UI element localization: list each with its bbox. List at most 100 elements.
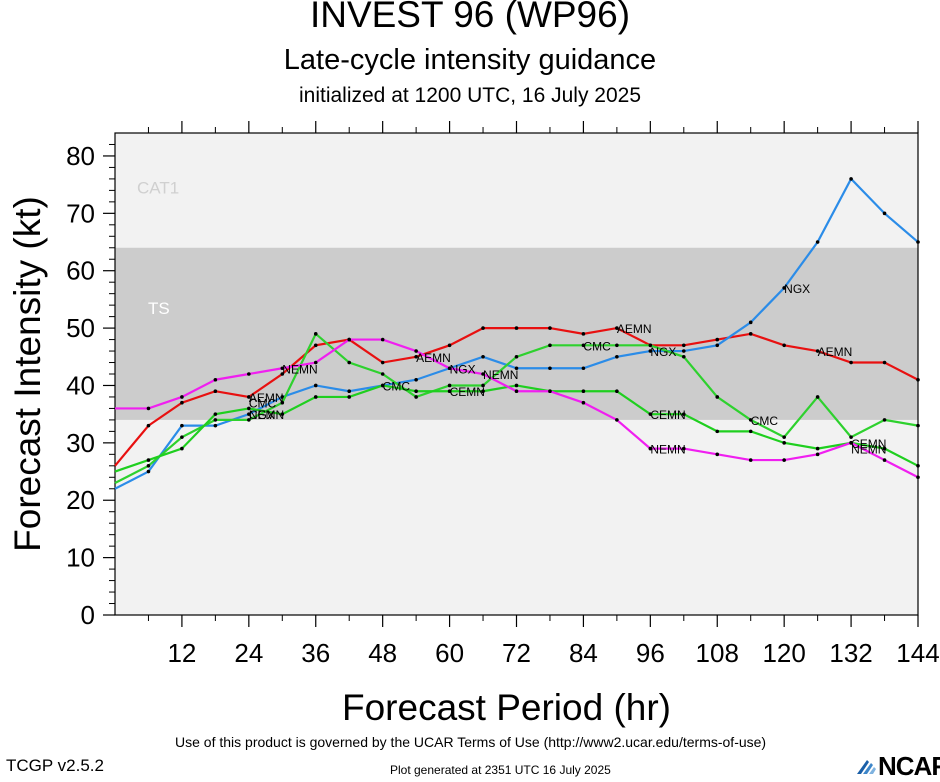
series-point-nemn xyxy=(514,389,519,394)
y-tick-label: 20 xyxy=(66,485,95,515)
series-point-cmc xyxy=(782,435,786,439)
series-point-cemn xyxy=(916,464,920,468)
series-label-ngx: NGX xyxy=(450,362,476,376)
y-tick-label: 70 xyxy=(66,198,95,228)
y-tick-label: 40 xyxy=(66,370,95,400)
series-point-cemn xyxy=(146,458,151,462)
series-point-cemn xyxy=(313,395,318,399)
series-point-nemn xyxy=(313,360,318,365)
series-point-nemn xyxy=(815,452,820,457)
series-point-cemn xyxy=(782,441,786,445)
series-point-nemn xyxy=(180,395,184,399)
series-label-cemn: CEMN xyxy=(450,385,485,399)
series-label-cemn: CEMN xyxy=(650,408,685,422)
series-point-ngx xyxy=(213,423,218,428)
series-point-nemn xyxy=(581,400,586,405)
series-point-cemn xyxy=(347,395,352,399)
x-tick-label: 132 xyxy=(829,638,872,668)
series-point-ngx xyxy=(280,395,285,399)
series-point-nemn xyxy=(648,446,653,451)
version-label: TCGP v2.5.2 xyxy=(6,756,104,775)
series-point-nemn xyxy=(280,366,285,371)
x-tick-label: 84 xyxy=(569,638,598,668)
series-point-aemn xyxy=(280,372,285,376)
series-point-cemn xyxy=(213,412,218,416)
series-point-ngx xyxy=(347,389,352,394)
series-point-ngx xyxy=(681,349,686,353)
x-tick-label: 72 xyxy=(502,638,531,668)
series-point-cmc xyxy=(681,354,686,359)
series-point-aemn xyxy=(715,337,720,342)
series-label-cmc: CMC xyxy=(249,397,277,411)
series-point-cemn xyxy=(514,383,519,388)
series-point-cemn xyxy=(815,446,820,451)
series-point-aemn xyxy=(882,360,887,365)
series-point-cmc xyxy=(615,343,619,348)
series-point-nemn xyxy=(916,475,920,480)
x-axis-title: Forecast Period (hr) xyxy=(342,687,671,728)
x-tick-label: 36 xyxy=(301,638,330,668)
ncar-logo-mark-icon xyxy=(857,760,876,774)
series-point-ngx xyxy=(715,343,720,348)
y-axis-title: Forecast Intensity (kt) xyxy=(7,196,48,552)
series-point-cmc xyxy=(581,343,586,348)
series-label-ngx: NGX xyxy=(249,408,275,422)
x-tick-label: 48 xyxy=(368,638,397,668)
series-point-nemn xyxy=(782,458,786,462)
series-point-ngx xyxy=(849,177,853,181)
x-tick-label: 96 xyxy=(636,638,665,668)
series-point-cmc xyxy=(180,435,184,439)
cat1-band-label: CAT1 xyxy=(137,178,179,197)
series-point-cmc xyxy=(247,418,251,422)
series-point-aemn xyxy=(380,360,385,365)
series-point-cemn xyxy=(447,389,452,394)
chart-title: INVEST 96 (WP96) xyxy=(309,0,631,35)
series-point-cemn xyxy=(247,406,251,411)
series-point-cemn xyxy=(715,429,720,434)
chart-subtitle: Late-cycle intensity guidance xyxy=(283,44,657,76)
series-label-nemn: NEMN xyxy=(483,368,518,382)
series-point-ngx xyxy=(146,469,151,474)
series-point-cemn xyxy=(748,429,753,434)
x-tick-label: 24 xyxy=(234,638,263,668)
series-point-nemn xyxy=(347,337,352,342)
series-point-aemn xyxy=(581,332,586,336)
series-point-cmc xyxy=(380,372,385,376)
series-point-nemn xyxy=(481,372,485,376)
series-label-aemn: AEMN xyxy=(249,391,284,405)
series-point-nemn xyxy=(748,458,753,462)
series-point-nemn xyxy=(548,389,552,394)
series-point-cmc xyxy=(882,418,887,422)
series-point-nemn xyxy=(615,418,619,422)
series-point-cmc xyxy=(414,395,418,399)
series-point-nemn xyxy=(447,366,452,371)
series-label-nemn: NEMN xyxy=(282,362,317,376)
series-point-aemn xyxy=(313,343,318,348)
series-point-aemn xyxy=(548,326,552,330)
y-tick-label: 60 xyxy=(66,256,95,286)
series-label-cmc: CMC xyxy=(583,339,611,353)
series-label-nemn: NEMN xyxy=(650,443,685,457)
series-label-nemn: NEMN xyxy=(851,443,886,457)
series-point-cmc xyxy=(548,343,552,348)
series-point-ngx xyxy=(615,354,619,359)
series-point-cmc xyxy=(514,354,519,359)
series-point-cmc xyxy=(347,360,352,365)
series-point-ngx xyxy=(548,366,552,371)
series-point-nemn xyxy=(146,406,151,411)
series-label-ngx: NGX xyxy=(784,282,810,296)
series-point-aemn xyxy=(247,395,251,399)
series-point-aemn xyxy=(782,343,786,348)
chart-init-time: initialized at 1200 UTC, 16 July 2025 xyxy=(298,84,642,107)
series-label-cemn: CEMN xyxy=(249,408,284,422)
series-point-nemn xyxy=(213,377,218,382)
series-point-cmc xyxy=(815,395,820,399)
series-point-aemn xyxy=(414,354,418,359)
series-point-aemn xyxy=(615,326,619,330)
series-point-nemn xyxy=(414,349,418,353)
series-point-ngx xyxy=(748,320,753,325)
series-point-aemn xyxy=(481,326,485,330)
series-point-ngx xyxy=(916,240,920,244)
series-point-cemn xyxy=(481,389,485,394)
